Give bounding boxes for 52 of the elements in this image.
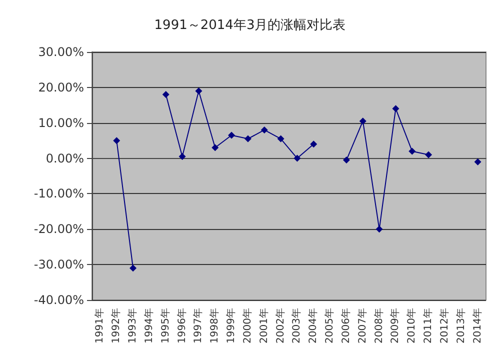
- x-tick-label: 1999年: [225, 308, 238, 344]
- point: [310, 140, 318, 148]
- x-tick-label: 2008年: [372, 308, 385, 344]
- point: [376, 226, 383, 233]
- y-tick-label: -30.00%: [34, 258, 84, 272]
- point: [408, 148, 416, 155]
- y-tick-label: 10.00%: [38, 116, 84, 130]
- point: [162, 91, 170, 98]
- point: [277, 135, 284, 142]
- point: [260, 126, 268, 134]
- x-tick-label: 2000年: [241, 308, 254, 344]
- point: [244, 135, 252, 142]
- point: [228, 132, 236, 139]
- x-tick-label: 2006年: [340, 308, 352, 344]
- y-tick-label: -10.00%: [34, 186, 84, 201]
- x-tick-label: 2005年: [324, 308, 336, 344]
- x-tick-label: 2002年: [274, 308, 286, 344]
- x-tick-label: 2004年: [307, 308, 320, 344]
- y-tick-label: -20.00%: [34, 222, 84, 236]
- point: [113, 137, 120, 144]
- chart-title: 1991～2014年3月的涨幅对比表: [154, 18, 346, 33]
- x-tick-label: 1991年: [94, 308, 106, 344]
- x-tick-label: 1997年: [192, 308, 204, 344]
- x-tick-label: 2014年: [471, 308, 484, 344]
- x-tick-label: 2011年: [422, 308, 434, 344]
- point: [474, 158, 482, 166]
- x-tick-label: 2013年: [454, 308, 467, 344]
- point: [178, 153, 186, 160]
- x-tick-label: 1998年: [208, 308, 221, 344]
- x-tick-label: 1994年: [142, 308, 155, 344]
- x-tick-label: 2003年: [290, 308, 303, 344]
- point: [130, 264, 137, 272]
- point: [392, 105, 400, 112]
- x-tick-label: 2001年: [258, 308, 270, 344]
- y-tick-label: -40.00%: [34, 293, 84, 307]
- point: [212, 144, 219, 152]
- x-tick-label: 2010年: [406, 308, 418, 344]
- x-tick-label: 1995年: [159, 308, 172, 344]
- point: [195, 87, 202, 94]
- point: [359, 118, 366, 125]
- x-tick-label: 2007年: [356, 308, 368, 344]
- point: [425, 151, 432, 158]
- x-tick-label: 1993年: [126, 308, 139, 344]
- x-tick-label: 1996年: [176, 308, 188, 344]
- x-tick-label: 1992年: [110, 308, 122, 344]
- y-tick-label: 20.00%: [38, 80, 84, 94]
- point: [294, 154, 301, 162]
- x-tick-label: 2012年: [438, 308, 450, 344]
- y-tick-label: 0.00%: [46, 151, 84, 166]
- x-tick-label: 2009年: [389, 308, 402, 344]
- point: [342, 156, 350, 164]
- y-tick-label: 30.00%: [38, 45, 84, 59]
